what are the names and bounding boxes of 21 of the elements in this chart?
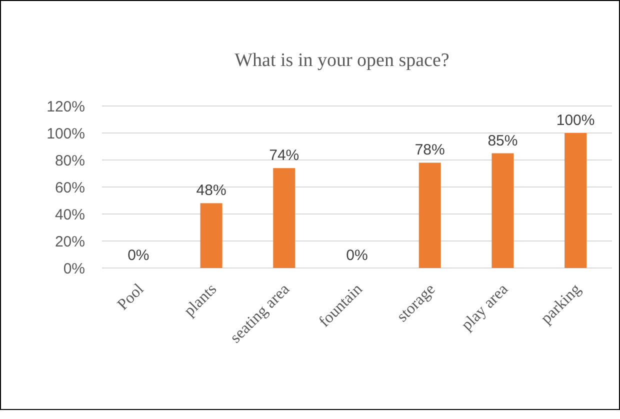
bar [564,133,587,268]
data-label: 74% [269,147,300,164]
y-tick-label: 0% [63,260,85,278]
x-tick-label: play area [458,280,512,334]
y-tick-label: 100% [46,125,85,142]
y-tick-label: 60% [54,179,85,196]
bar [200,203,222,268]
data-label: 0% [128,247,150,264]
data-label: 100% [556,112,595,129]
data-label: 85% [488,132,518,150]
bar [492,153,514,268]
data-label: 48% [196,182,226,200]
bar [273,168,296,268]
data-label: 78% [414,142,445,159]
y-tick-label: 80% [54,152,85,170]
y-tick-label: 20% [54,233,85,250]
data-label: 0% [346,247,368,264]
y-tick-label: 40% [54,206,85,224]
y-tick-label: 120% [46,98,85,116]
chart-title: What is in your open space? [234,50,450,71]
bar [418,162,441,268]
